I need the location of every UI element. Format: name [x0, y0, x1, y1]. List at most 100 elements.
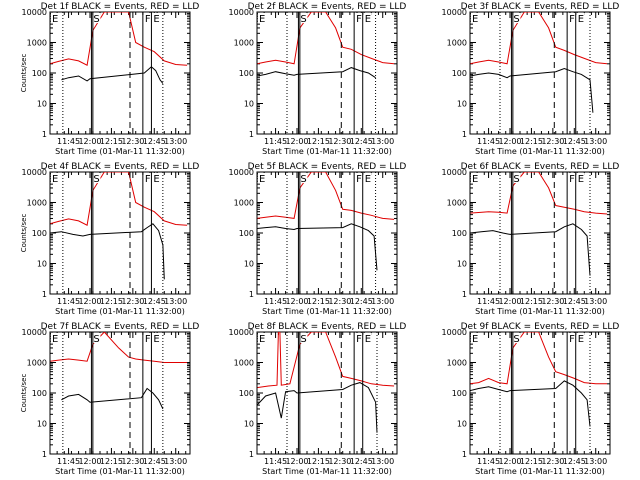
x-tick-label: 13:00: [584, 297, 607, 306]
marker-label: E: [52, 174, 58, 185]
marker-label-bg: [568, 173, 577, 183]
y-tick-label: 100: [452, 389, 467, 398]
marker-label-bg: [355, 333, 364, 343]
y-tick-label: 1000: [27, 359, 47, 368]
marker-label: F: [569, 14, 575, 25]
y-tick-label: 100: [239, 229, 254, 238]
marker-label: E: [578, 334, 584, 345]
marker-label-bg: [471, 173, 479, 183]
marker-label-bg: [299, 333, 308, 343]
y-tick-label: 10: [457, 260, 467, 269]
y-tick-label: 10000: [442, 328, 467, 337]
panel-title: Det 7f BLACK = Events, RED = LLD: [41, 322, 200, 332]
x-tick-label: 12:30: [541, 457, 564, 466]
y-tick-label: 1000: [447, 39, 467, 48]
marker-label-bg: [143, 13, 152, 23]
x-tick-label: 12:45: [143, 137, 166, 146]
chart-panel: Det 5f BLACK = Events, RED = LLD 1 10 100 10…: [229, 162, 407, 316]
events-series-line: [257, 223, 378, 271]
x-tick-label: 12:15: [520, 457, 543, 466]
x-tick-label: 12:15: [307, 457, 330, 466]
x-tick-label: 12:30: [328, 137, 351, 146]
marker-label: E: [52, 334, 58, 345]
y-tick-label: 10: [244, 260, 254, 269]
marker-label: E: [153, 14, 159, 25]
y-tick-label: 1000: [447, 199, 467, 208]
y-tick-label: 1000: [234, 199, 254, 208]
events-series-line: [257, 67, 376, 79]
lld-series-line: [50, 332, 188, 363]
x-tick-label: 12:45: [350, 297, 373, 306]
x-tick-label: 11:45: [264, 297, 287, 306]
x-tick-label: 11:45: [264, 137, 287, 146]
series-group: [50, 12, 188, 84]
y-tick-label: 10: [244, 420, 254, 429]
x-axis-label: Start Time (01-Mar-11 11:32:00): [475, 467, 605, 476]
panel-title: Det 1f BLACK = Events, RED = LLD: [41, 2, 200, 12]
y-tick-label: 1: [249, 130, 254, 139]
y-tick-label: 10: [457, 100, 467, 109]
lld-series-line: [470, 172, 608, 215]
panel-title: Det 9f BLACK = Events, RED = LLD: [461, 322, 620, 332]
marker-label: E: [259, 334, 265, 345]
x-tick-label: 12:15: [520, 297, 543, 306]
chart-panel: Det 8f BLACK = Events, RED = LLD 1 10 100 10…: [229, 322, 407, 476]
marker-label-bg: [299, 13, 308, 23]
x-tick-label: 13:00: [371, 457, 394, 466]
marker-label-bg: [258, 173, 266, 183]
x-axis-label: Start Time (01-Mar-11 11:32:00): [475, 307, 605, 316]
x-tick-label: 12:15: [520, 137, 543, 146]
plot-frame: [49, 11, 191, 135]
events-series-line: [61, 387, 164, 410]
x-tick-label: 12:30: [328, 457, 351, 466]
y-tick-label: 10: [244, 100, 254, 109]
marker-label-bg: [51, 13, 59, 23]
x-tick-label: 12:15: [100, 297, 123, 306]
series-group: [470, 12, 608, 113]
x-tick-label: 12:45: [563, 137, 586, 146]
events-series-line: [470, 67, 594, 113]
y-axis-label: Counts/sec: [20, 374, 28, 413]
y-tick-label: 100: [239, 389, 254, 398]
marker-label-bg: [92, 173, 101, 183]
marker-label: F: [145, 174, 151, 185]
y-tick-label: 10000: [229, 8, 254, 17]
events-series-line: [61, 66, 164, 84]
x-tick-label: 11:45: [57, 297, 80, 306]
y-tick-label: 1: [249, 290, 254, 299]
panel-title: Det 3f BLACK = Events, RED = LLD: [461, 2, 620, 12]
marker-label: S: [93, 174, 99, 185]
x-tick-label: 11:45: [477, 297, 500, 306]
series-group: [257, 12, 395, 79]
marker-label: F: [356, 14, 362, 25]
marker-label: F: [356, 174, 362, 185]
x-tick-label: 11:45: [477, 137, 500, 146]
marker-label: S: [93, 334, 99, 345]
chart-panel: Det 3f BLACK = Events, RED = LLD 1 10 100 10…: [442, 2, 620, 156]
marker-label-bg: [512, 13, 521, 23]
y-tick-label: 1: [42, 130, 47, 139]
y-tick-label: 100: [32, 389, 47, 398]
marker-label-bg: [568, 333, 577, 343]
x-tick-label: 12:00: [78, 137, 101, 146]
chart-panel: Det 6f BLACK = Events, RED = LLD 1 10 100 10…: [442, 162, 620, 316]
lld-series-line: [257, 172, 395, 220]
x-tick-label: 12:45: [143, 297, 166, 306]
x-axis-label: Start Time (01-Mar-11 11:32:00): [55, 147, 185, 156]
marker-label-bg: [471, 13, 479, 23]
marker-label-bg: [363, 13, 372, 23]
marker-label: S: [300, 14, 306, 25]
x-tick-label: 12:15: [100, 137, 123, 146]
x-tick-label: 12:00: [285, 457, 308, 466]
marker-label: E: [365, 14, 371, 25]
marker-label-bg: [512, 333, 521, 343]
x-axis-label: Start Time (01-Mar-11 11:32:00): [262, 307, 392, 316]
y-tick-label: 100: [452, 69, 467, 78]
y-tick-label: 100: [239, 69, 254, 78]
panel-title: Det 4f BLACK = Events, RED = LLD: [41, 162, 200, 172]
lld-series-line: [257, 332, 395, 389]
x-tick-label: 13:00: [164, 297, 187, 306]
series-group: [257, 332, 395, 433]
marker-label-bg: [152, 333, 161, 343]
